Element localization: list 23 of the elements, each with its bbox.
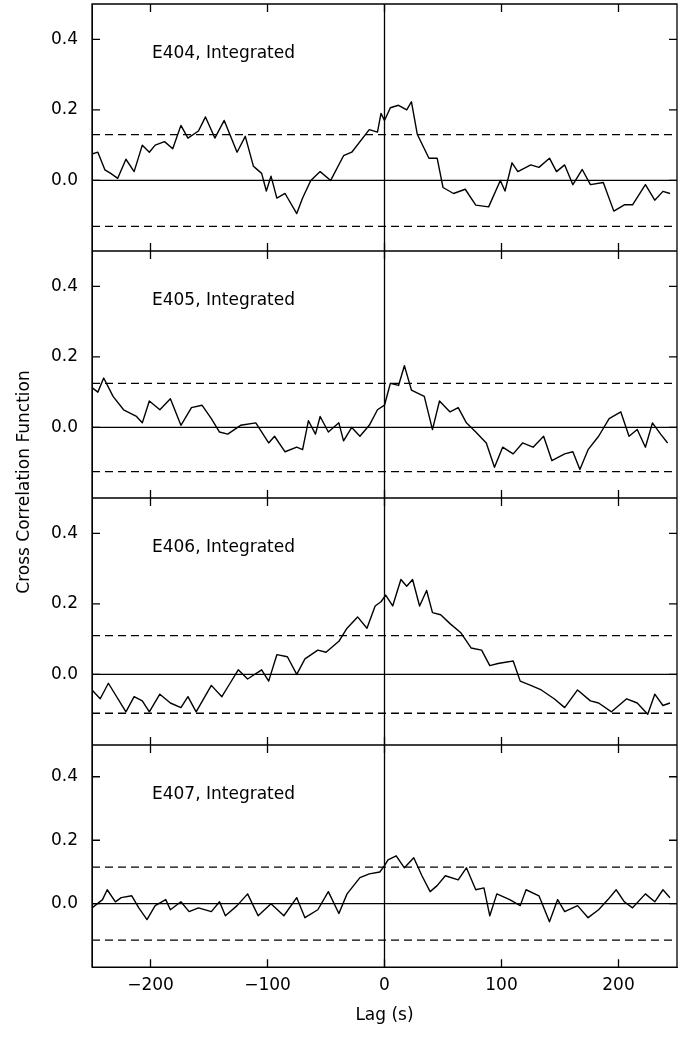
y-tick-label: 0.2 [50,98,78,119]
x-tick-label: 100 [485,973,518,994]
y-tick-label: 0.4 [50,765,78,786]
y-tick-label: 0.0 [50,415,78,436]
y-tick-label: 0.0 [50,662,78,683]
y-tick-label: 0.4 [50,274,78,295]
y-axis-title: Cross Correlation Function [12,370,33,594]
y-tick-label: 0.2 [50,592,78,613]
y-tick-label: 0.0 [50,892,78,913]
annotation: E407, Integrated [152,783,296,804]
x-tick-label: 0 [379,973,390,994]
x-tick-label: 200 [602,973,635,994]
annotation: E405, Integrated [152,289,296,310]
x-tick-label: −200 [127,973,174,994]
y-tick-label: 0.2 [50,345,78,366]
annotation: E406, Integrated [152,536,296,557]
annotation: E404, Integrated [152,42,296,63]
y-tick-label: 0.0 [50,168,78,189]
y-tick-label: 0.4 [50,27,78,48]
x-axis-title: Lag (s) [355,1004,414,1025]
y-tick-label: 0.2 [50,828,78,849]
y-tick-label: 0.4 [50,521,78,542]
x-tick-label: −100 [244,973,291,994]
